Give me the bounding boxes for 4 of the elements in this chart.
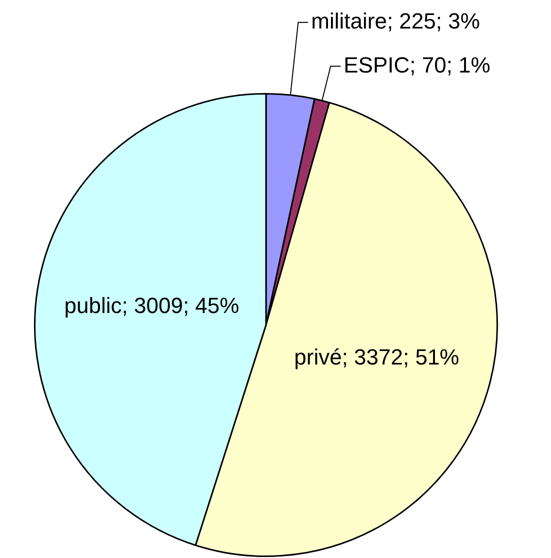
slice-label: ESPIC; 70; 1% xyxy=(344,52,490,78)
slice-label: privé; 3372; 51% xyxy=(294,344,460,370)
slice-label: militaire; 225; 3% xyxy=(311,8,480,34)
slice-label: public; 3009; 45% xyxy=(64,293,240,318)
